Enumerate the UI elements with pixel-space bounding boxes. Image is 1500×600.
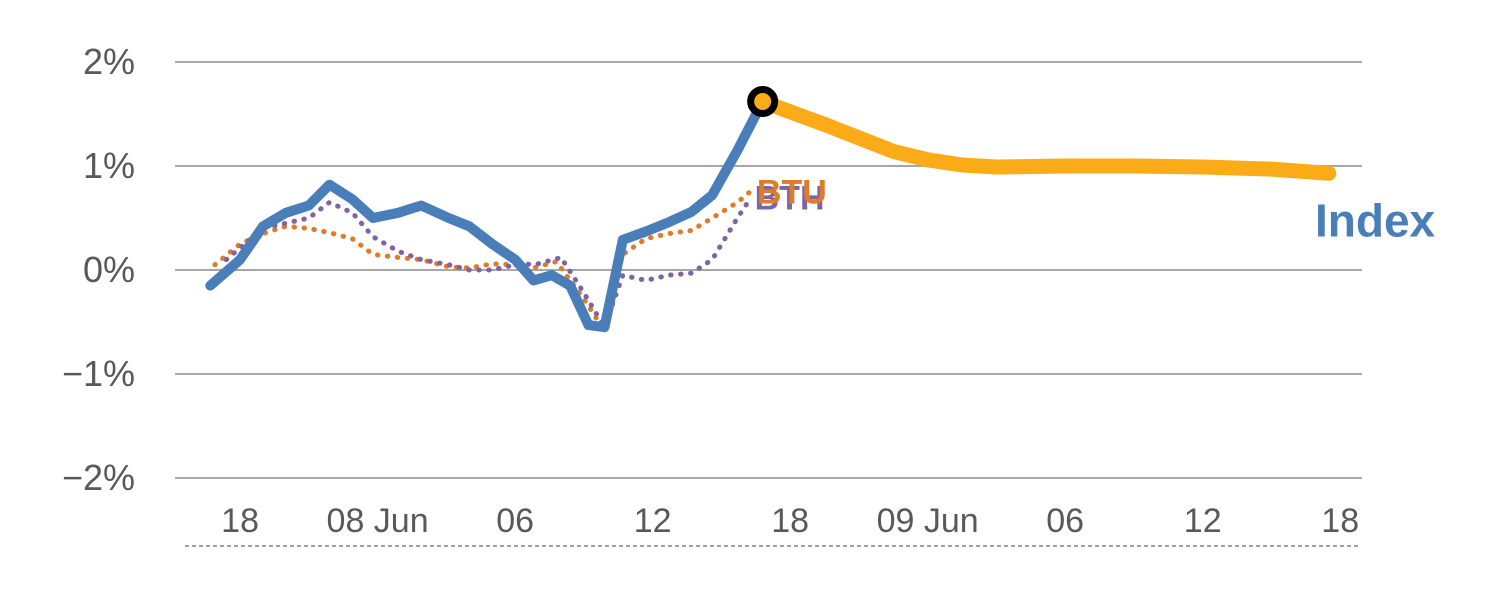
- x-tick-label: 09 Jun: [877, 502, 979, 540]
- series-line-bth: [223, 194, 754, 330]
- x-tick-label: 18: [1321, 502, 1359, 540]
- x-tick-label: 12: [1184, 502, 1222, 540]
- y-tick-label: 1%: [83, 145, 135, 186]
- series-line-btu: [212, 186, 756, 330]
- y-tick-label: 0%: [83, 249, 135, 290]
- y-tick-label: 2%: [83, 41, 135, 82]
- x-tick-label: 06: [496, 502, 534, 540]
- series-label-bth-label: BTH: [755, 180, 825, 218]
- axes: 2% 1% 0% −1% −2% 18 08 Jun 06 12 18 09 Jun 06 12 18: [62, 41, 1360, 547]
- series-line-index: [205, 96, 768, 333]
- x-tick-label: 18: [221, 502, 259, 540]
- x-tick-label: 18: [771, 502, 809, 540]
- x-tick-label: 08 Jun: [327, 502, 429, 540]
- x-tick-label: 12: [634, 502, 672, 540]
- series-markers: [747, 86, 779, 118]
- gridlines: [175, 61, 1362, 480]
- series-line-index-forecast: [755, 94, 1337, 181]
- series-label-btu-label: BTU: [757, 173, 827, 211]
- series-lines: [205, 94, 1337, 333]
- y-tick-label: −1%: [62, 353, 135, 394]
- series-label-index-label: Index: [1315, 195, 1436, 247]
- x-tick-label: 06: [1046, 502, 1084, 540]
- forecast-start-marker: [747, 86, 779, 118]
- y-tick-label: −2%: [62, 457, 135, 498]
